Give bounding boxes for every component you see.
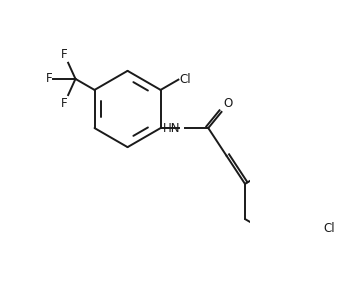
Text: HN: HN bbox=[163, 122, 180, 135]
Text: Cl: Cl bbox=[323, 222, 335, 235]
Text: F: F bbox=[61, 48, 67, 61]
Text: O: O bbox=[223, 97, 232, 110]
Text: Cl: Cl bbox=[179, 73, 191, 86]
Text: F: F bbox=[61, 96, 67, 109]
Text: F: F bbox=[46, 72, 53, 86]
